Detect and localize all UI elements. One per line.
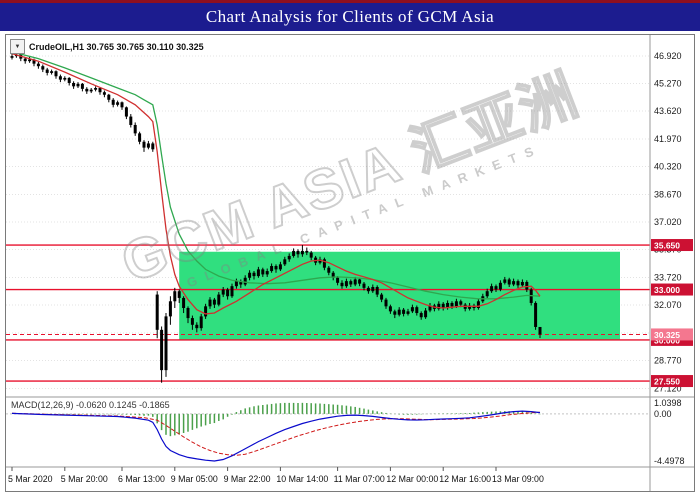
ma-fast-red-line — [11, 52, 541, 315]
svg-text:46.920: 46.920 — [654, 51, 682, 61]
current-price-badge — [651, 328, 693, 341]
symbol-ohlc-text: CrudeOIL,H1 30.765 30.765 30.110 30.325 — [29, 41, 204, 52]
svg-text:30.325: 30.325 — [654, 330, 680, 340]
chart-frame[interactable]: 46.920 45.270 43.620 41.970 40.320 38.670 37.0… — [5, 34, 695, 492]
level-price-badge — [651, 375, 693, 388]
time-axis: 5 Mar 2020 5 Mar 20:00 6 Mar 13:00 9 Mar 05… — [8, 467, 544, 484]
svg-text:45.270: 45.270 — [654, 78, 682, 88]
page-title: Chart Analysis for Clients of GCM Asia — [205, 7, 495, 26]
candlesticks — [10, 51, 542, 383]
ma-slow-green-line — [11, 51, 541, 300]
macd-main-line — [11, 410, 541, 462]
svg-text:-4.4978: -4.4978 — [654, 456, 685, 466]
svg-text:13 Mar 09:00: 13 Mar 09:00 — [492, 474, 544, 484]
svg-text:9 Mar 05:00: 9 Mar 05:00 — [171, 474, 218, 484]
svg-text:43.620: 43.620 — [654, 106, 682, 116]
svg-text:33.720: 33.720 — [654, 272, 682, 282]
svg-text:5 Mar 2020: 5 Mar 2020 — [8, 474, 53, 484]
svg-text:32.070: 32.070 — [654, 300, 682, 310]
svg-text:37.020: 37.020 — [654, 217, 682, 227]
svg-text:12 Mar 00:00: 12 Mar 00:00 — [386, 474, 438, 484]
svg-text:27.550: 27.550 — [654, 377, 680, 387]
macd-histogram — [11, 402, 541, 437]
svg-text:12 Mar 16:00: 12 Mar 16:00 — [439, 474, 491, 484]
panel-borders — [6, 35, 694, 491]
svg-text:40.320: 40.320 — [654, 162, 682, 172]
svg-text:41.970: 41.970 — [654, 134, 682, 144]
macd-signal-line — [11, 411, 541, 456]
symbol-dropdown-icon[interactable]: ▼ — [10, 39, 25, 54]
svg-text:28.770: 28.770 — [654, 356, 682, 366]
svg-text:10 Mar 14:00: 10 Mar 14:00 — [276, 474, 328, 484]
svg-text:38.670: 38.670 — [654, 189, 682, 199]
svg-text:5 Mar 20:00: 5 Mar 20:00 — [61, 474, 108, 484]
svg-text:6 Mar 13:00: 6 Mar 13:00 — [118, 474, 165, 484]
svg-text:33.000: 33.000 — [654, 285, 680, 295]
svg-text:35.650: 35.650 — [654, 241, 680, 251]
svg-text:1.0398: 1.0398 — [654, 398, 682, 408]
symbol-ohlc-label: ▼ CrudeOIL,H1 30.765 30.765 30.110 30.32… — [10, 39, 204, 54]
horizontal-level-lines — [6, 244, 650, 382]
svg-text:0.00: 0.00 — [654, 409, 672, 419]
svg-text:27.120: 27.120 — [654, 383, 682, 393]
level-price-badge — [651, 283, 693, 296]
analysis-range-box — [179, 251, 620, 340]
level-price-badge — [651, 239, 693, 252]
chart-canvas[interactable]: 46.920 45.270 43.620 41.970 40.320 38.670 37.0… — [6, 35, 694, 491]
svg-text:9 Mar 22:00: 9 Mar 22:00 — [224, 474, 271, 484]
svg-text:11 Mar 07:00: 11 Mar 07:00 — [334, 474, 385, 484]
title-bar: Chart Analysis for Clients of GCM Asia — [0, 3, 700, 31]
macd-indicator-label: MACD(12,26,9) -0.0620 0.1245 -0.1865 — [11, 400, 170, 410]
top-accent-strip — [0, 0, 700, 3]
